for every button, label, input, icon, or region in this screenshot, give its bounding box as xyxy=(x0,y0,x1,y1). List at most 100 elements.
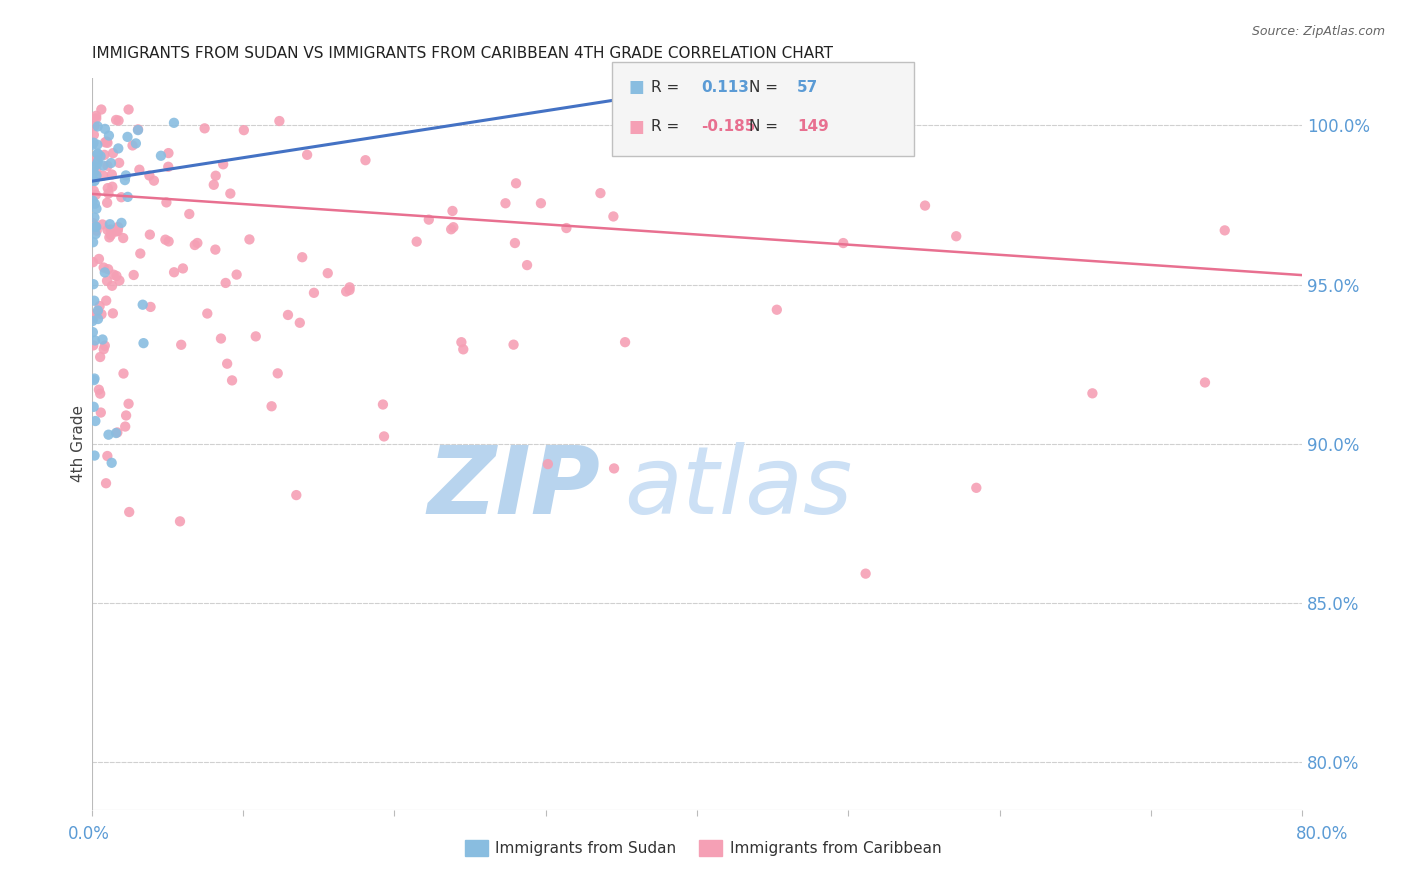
Point xyxy=(855,566,877,581)
Point xyxy=(89,386,111,401)
Point xyxy=(83,136,105,150)
Point xyxy=(86,202,108,216)
Point xyxy=(91,159,114,173)
Point xyxy=(285,488,308,502)
Text: 0.113: 0.113 xyxy=(702,80,749,95)
Point xyxy=(94,136,117,150)
Text: 149: 149 xyxy=(797,120,830,134)
Point xyxy=(418,212,440,227)
Point xyxy=(86,169,108,183)
Point xyxy=(90,307,112,321)
Point xyxy=(316,266,339,280)
Point xyxy=(87,154,110,169)
Point xyxy=(84,219,107,234)
Point xyxy=(302,285,325,300)
Point xyxy=(277,308,299,322)
Text: ZIP: ZIP xyxy=(427,442,600,533)
Point xyxy=(91,169,114,183)
Y-axis label: 4th Grade: 4th Grade xyxy=(72,405,86,483)
Point xyxy=(195,306,218,320)
Point xyxy=(110,190,132,204)
Text: 57: 57 xyxy=(797,80,818,95)
Point xyxy=(204,169,226,183)
Point xyxy=(288,316,311,330)
Point xyxy=(86,120,108,134)
Point xyxy=(125,136,148,151)
Point xyxy=(179,207,201,221)
Point xyxy=(138,169,160,183)
Point xyxy=(354,153,377,168)
Point xyxy=(530,196,553,211)
Point xyxy=(105,225,128,239)
Point xyxy=(84,334,107,348)
Point xyxy=(84,219,107,234)
Point xyxy=(122,268,145,282)
Point xyxy=(94,122,117,136)
Point xyxy=(86,137,108,152)
Point xyxy=(101,306,124,320)
Point xyxy=(91,333,114,347)
Point xyxy=(339,283,361,297)
Point xyxy=(93,342,115,356)
Point xyxy=(238,232,260,246)
Point xyxy=(90,103,112,117)
Point xyxy=(129,246,152,260)
Point xyxy=(82,338,104,352)
Point xyxy=(82,137,104,152)
Point xyxy=(96,293,118,308)
Point xyxy=(83,166,105,180)
Point xyxy=(516,258,538,272)
Text: N =: N = xyxy=(749,120,779,134)
Point xyxy=(132,336,155,351)
Point xyxy=(269,114,291,128)
Point xyxy=(537,457,560,471)
Point xyxy=(219,186,242,201)
Point xyxy=(505,176,527,190)
Point xyxy=(107,113,129,128)
Point xyxy=(105,425,128,440)
Point xyxy=(89,299,111,313)
Point xyxy=(603,461,626,475)
Point xyxy=(169,514,191,528)
Point xyxy=(96,223,118,237)
Point xyxy=(83,174,105,188)
Point xyxy=(107,219,129,234)
Point xyxy=(91,218,114,232)
Point xyxy=(128,162,150,177)
Point xyxy=(163,116,186,130)
Text: Source: ZipAtlas.com: Source: ZipAtlas.com xyxy=(1251,25,1385,38)
Point xyxy=(221,373,243,387)
Point xyxy=(82,255,104,269)
Point xyxy=(100,456,122,470)
Point xyxy=(87,383,110,397)
Point xyxy=(335,285,357,299)
Point xyxy=(502,337,524,351)
Point xyxy=(82,235,104,250)
Point xyxy=(209,332,232,346)
Point xyxy=(172,261,194,276)
Point xyxy=(87,303,110,318)
Point xyxy=(83,184,105,198)
Point xyxy=(225,268,247,282)
Point xyxy=(108,274,131,288)
Point xyxy=(87,146,110,161)
Point xyxy=(441,220,464,235)
Point xyxy=(295,148,318,162)
Point xyxy=(214,276,236,290)
Point xyxy=(503,235,526,250)
Point xyxy=(614,335,637,350)
Point xyxy=(291,250,314,264)
Point xyxy=(82,314,104,328)
Point xyxy=(86,146,108,161)
Point xyxy=(97,262,120,277)
Point xyxy=(98,230,121,244)
Point xyxy=(117,190,139,204)
Point xyxy=(83,119,105,133)
Legend: Immigrants from Sudan, Immigrants from Caribbean: Immigrants from Sudan, Immigrants from C… xyxy=(458,834,948,862)
Text: N =: N = xyxy=(749,80,779,95)
Point xyxy=(163,265,186,279)
Point xyxy=(945,229,967,244)
Point xyxy=(83,449,105,463)
Point xyxy=(97,181,120,195)
Point xyxy=(142,174,165,188)
